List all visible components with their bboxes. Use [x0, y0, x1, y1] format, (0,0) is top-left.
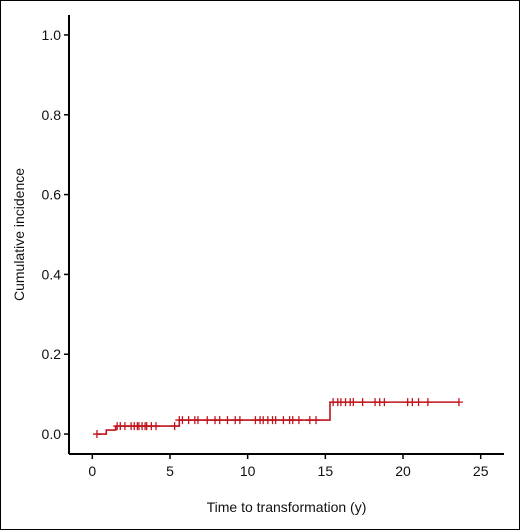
series-layer — [92, 398, 463, 439]
axes: 0.0 0.2 0.4 0.6 0.8 1.0 0 5 10 15 20 25 — [42, 15, 504, 479]
y-tick-label: 0.6 — [42, 187, 62, 203]
censor-mark — [423, 398, 432, 407]
y-tick-label: 1.0 — [42, 27, 62, 43]
y-tick-label: 0.2 — [42, 346, 62, 362]
censor-mark — [271, 416, 280, 425]
censor-mark — [193, 416, 202, 425]
x-tick-label: 20 — [395, 463, 411, 479]
censor-mark — [152, 422, 160, 431]
censor-mark — [92, 430, 101, 439]
x-tick-label: 15 — [318, 463, 334, 479]
y-tick-label: 0.4 — [42, 266, 62, 282]
y-tick-label: 0.8 — [42, 107, 62, 123]
censor-mark — [349, 398, 358, 407]
x-axis-label: Time to transformation (y) — [207, 499, 367, 515]
x-tick-label: 5 — [166, 463, 174, 479]
x-tick-label: 0 — [88, 463, 96, 479]
censor-mark — [312, 416, 321, 425]
censor-mark — [414, 398, 423, 407]
censor-mark — [223, 416, 232, 425]
censor-mark — [215, 416, 224, 425]
censor-mark — [358, 398, 367, 407]
y-tick-label: 0.0 — [42, 426, 62, 442]
censor-mark — [235, 416, 244, 425]
censor-mark — [380, 398, 389, 407]
censor-mark — [170, 422, 179, 431]
censor-mark — [203, 416, 212, 425]
y-axis-label: Cumulative incidence — [11, 168, 27, 301]
censor-mark — [454, 398, 463, 407]
censor-mark — [294, 416, 303, 425]
x-tick-label: 25 — [473, 463, 489, 479]
x-tick-label: 10 — [240, 463, 256, 479]
